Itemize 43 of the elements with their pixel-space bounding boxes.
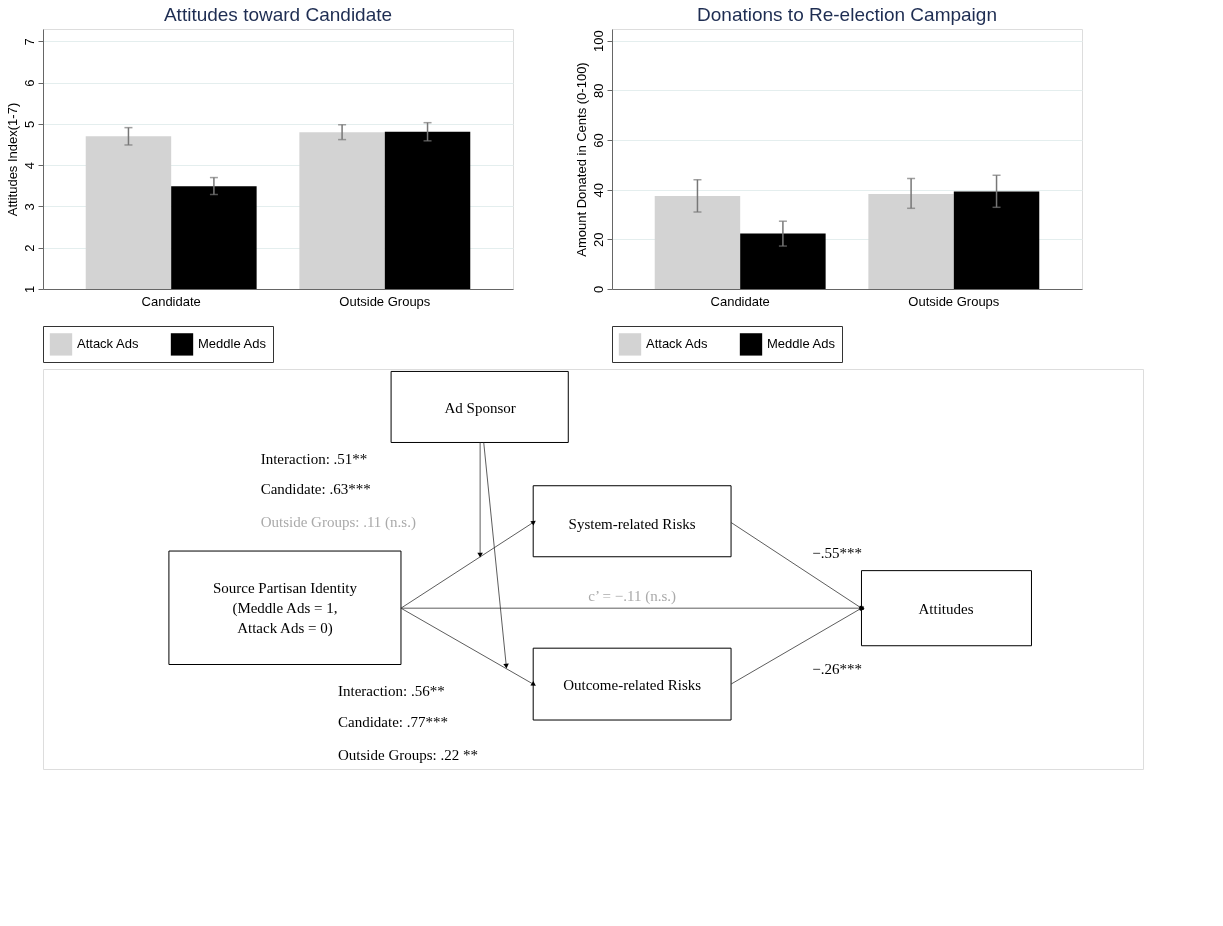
legend-label: Attack Ads <box>77 336 139 352</box>
y-tick-label: 80 <box>590 83 606 99</box>
text: Interaction: .56** <box>338 683 445 700</box>
y-tick-label: 1 <box>21 285 37 294</box>
y-axis-title: Amount Donated in Cents (0-100) <box>573 62 589 257</box>
x-tick-label: Outside Groups <box>339 293 431 309</box>
bar <box>654 195 741 289</box>
text: Candidate: .77*** <box>338 713 448 730</box>
legend-label: Meddle Ads <box>767 336 836 352</box>
bar <box>740 233 826 289</box>
y-tick-label: 20 <box>590 232 606 248</box>
text: Outside Groups: .11 (n.s.) <box>260 514 416 532</box>
y-tick-label: 0 <box>590 285 606 294</box>
x-tick-label: Candidate <box>710 293 770 309</box>
y-tick-label: 4 <box>21 162 37 170</box>
text: Outside Groups: .22 ** <box>338 747 479 764</box>
y-tick-label: 7 <box>21 38 37 46</box>
y-tick-label: 60 <box>590 133 606 148</box>
y-tick-label: 3 <box>21 203 37 211</box>
text: Interaction: .51** <box>260 450 368 467</box>
chart-title: Donations to Re-election Campaign <box>697 4 997 25</box>
y-axis-title: Attitudes Index(1-7) <box>4 102 20 217</box>
text: Ad Sponsor <box>444 400 516 417</box>
x-tick-label: Outside Groups <box>908 293 1000 309</box>
y-tick-label: 2 <box>21 244 37 252</box>
text: Candidate: .63*** <box>260 481 371 497</box>
text: System-related Risks <box>568 516 696 533</box>
bar <box>868 193 954 289</box>
y-tick-label: 40 <box>590 182 606 198</box>
y-tick-label: 5 <box>21 120 37 129</box>
source-note: Source Partisan Identity (Meddle Ads = 1, Attack Ads = 0) <box>212 579 358 637</box>
legend-label: Attack Ads <box>646 336 708 352</box>
text: −.55*** <box>812 545 863 562</box>
y-tick-label: 100 <box>590 30 606 53</box>
text: −.26*** <box>812 661 863 678</box>
y-tick-label: 6 <box>21 79 37 87</box>
bar <box>953 191 1040 289</box>
x-tick-label: Candidate <box>141 293 201 309</box>
text: Outcome-related Risks <box>563 676 702 693</box>
legend-label: Meddle Ads <box>198 336 267 352</box>
chart-title: Attitudes toward Candidate <box>163 4 393 25</box>
text: Attitudes <box>918 601 974 617</box>
text: c’ = −.11 (n.s.) <box>588 587 676 605</box>
